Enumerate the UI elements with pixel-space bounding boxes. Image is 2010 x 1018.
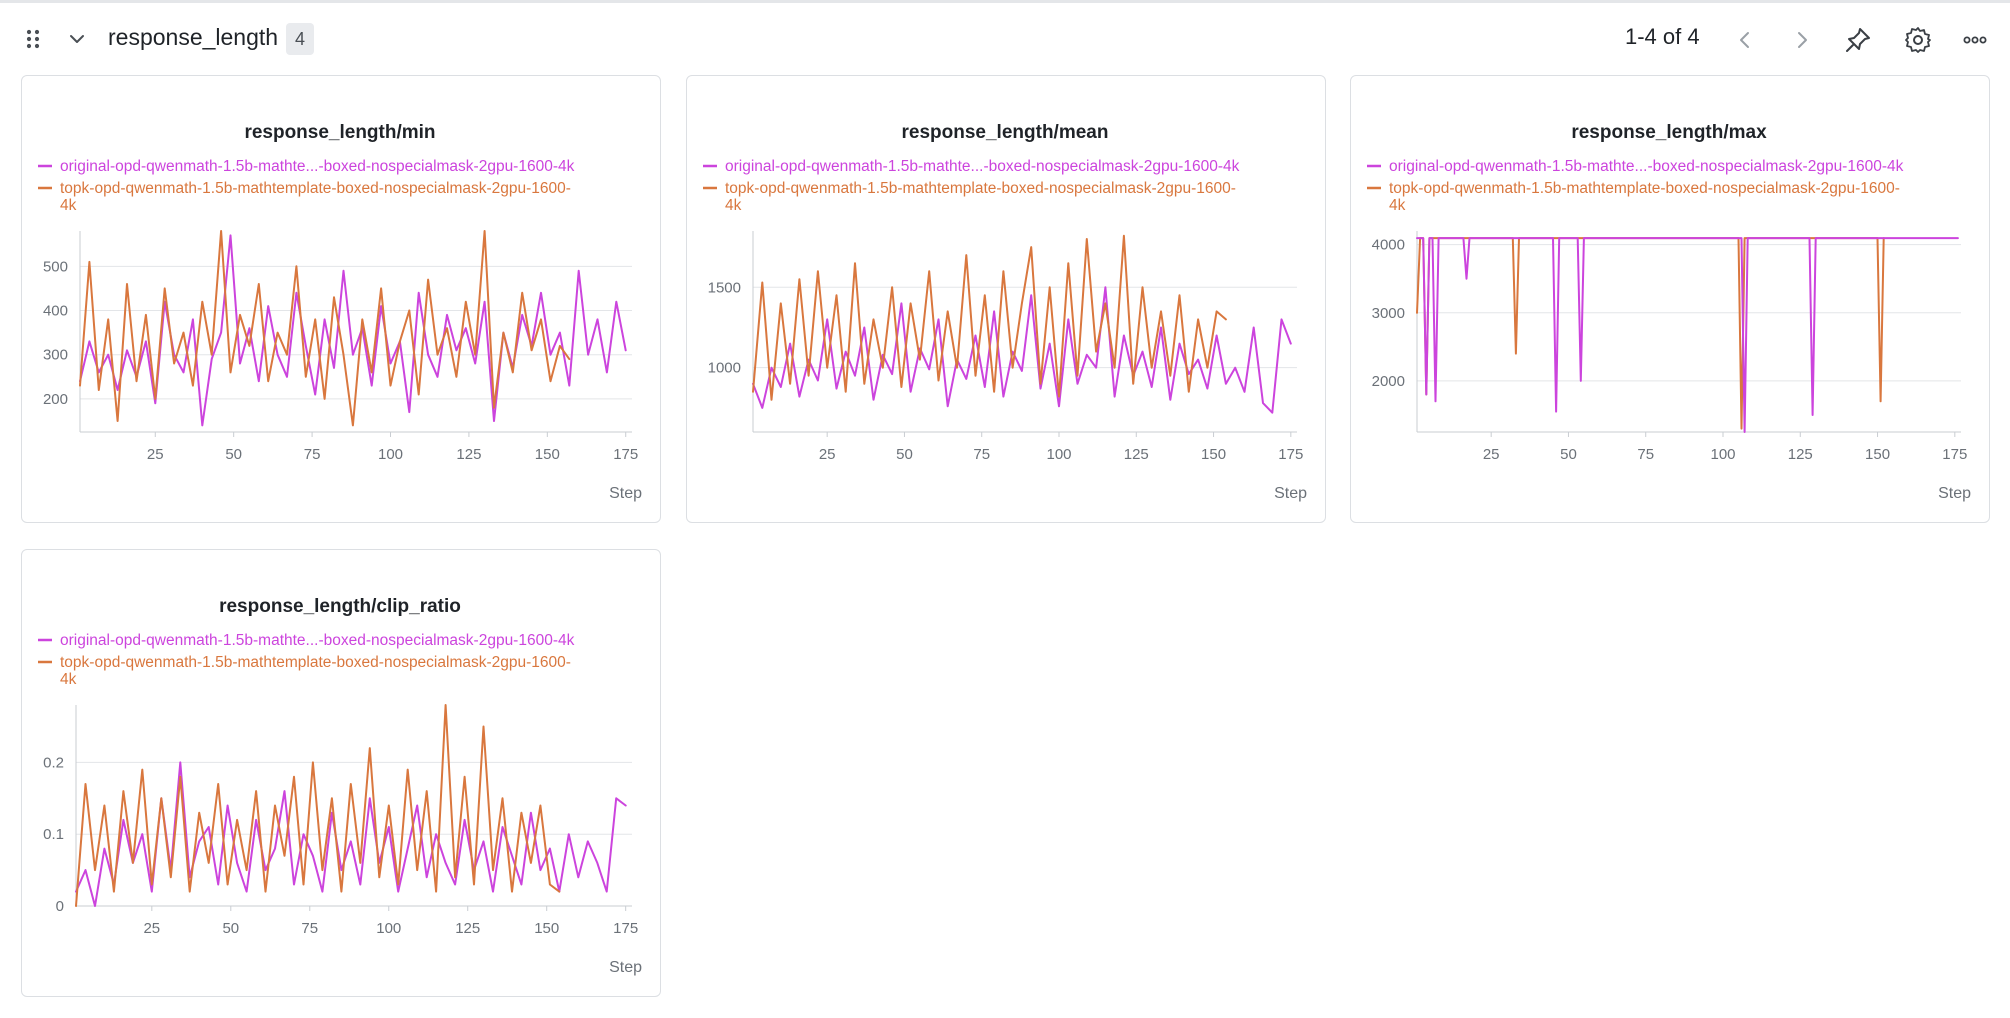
x-tick-label: 25 <box>147 446 164 463</box>
legend-label-topk[interactable]: topk-opd-qwenmath-1.5b-mathtemplate-boxe… <box>725 180 1236 197</box>
x-tick-label: 125 <box>1788 446 1813 463</box>
x-axis-label: Step <box>1274 485 1307 502</box>
pin-icon[interactable] <box>1843 25 1873 55</box>
legend-label-original[interactable]: original-opd-qwenmath-1.5b-mathte...-box… <box>1389 158 1904 175</box>
x-tick-label: 125 <box>456 446 481 463</box>
x-tick-label: 50 <box>1560 446 1577 463</box>
y-tick-label: 400 <box>43 303 68 320</box>
x-tick-label: 75 <box>304 446 321 463</box>
x-tick-label: 50 <box>222 920 239 937</box>
chart-title: response_length/clip_ratio <box>219 596 461 617</box>
x-tick-label: 150 <box>535 446 560 463</box>
x-tick-label: 175 <box>613 446 638 463</box>
drag-handle-icon[interactable] <box>20 26 46 52</box>
legend-label-topk-wrap: 4k <box>60 671 77 688</box>
x-tick-label: 150 <box>534 920 559 937</box>
top-divider <box>0 0 2010 3</box>
chart-mean-svg: response_length/mean original-opd-qwenmat… <box>703 122 1307 502</box>
chevron-left-icon[interactable] <box>1730 25 1760 55</box>
chart-panel-max[interactable]: response_length/max original-opd-qwenmath… <box>1350 75 1990 523</box>
x-axis-label: Step <box>609 485 642 502</box>
chart-max-svg: response_length/max original-opd-qwenmath… <box>1367 122 1971 502</box>
legend-label-topk-wrap: 4k <box>60 197 77 214</box>
x-tick-label: 75 <box>973 446 990 463</box>
y-tick-label: 0.2 <box>43 754 64 771</box>
legend-label-original[interactable]: original-opd-qwenmath-1.5b-mathte...-box… <box>725 158 1240 175</box>
x-tick-label: 175 <box>1942 446 1967 463</box>
chart-panel-clip-ratio[interactable]: response_length/clip_ratio original-opd-q… <box>21 549 661 997</box>
y-tick-label: 200 <box>43 391 68 408</box>
y-tick-label: 1500 <box>708 279 741 296</box>
y-tick-label: 0.1 <box>43 826 64 843</box>
chart-panel-min[interactable]: response_length/min original-opd-qwenmath… <box>21 75 661 523</box>
y-tick-label: 2000 <box>1372 373 1405 390</box>
x-tick-label: 25 <box>1483 446 1500 463</box>
legend-label-original[interactable]: original-opd-qwenmath-1.5b-mathte...-box… <box>60 158 575 175</box>
x-tick-label: 75 <box>301 920 318 937</box>
x-tick-label: 150 <box>1201 446 1226 463</box>
chart-panel-mean[interactable]: response_length/mean original-opd-qwenmat… <box>686 75 1326 523</box>
y-tick-label: 1000 <box>708 360 741 377</box>
x-tick-label: 100 <box>376 920 401 937</box>
x-tick-label: 150 <box>1865 446 1890 463</box>
y-tick-label: 0 <box>56 898 64 915</box>
series-line-topk[interactable] <box>752 234 1227 401</box>
x-tick-label: 25 <box>143 920 160 937</box>
legend-label-topk[interactable]: topk-opd-qwenmath-1.5b-mathtemplate-boxe… <box>60 180 571 197</box>
legend-label-original[interactable]: original-opd-qwenmath-1.5b-mathte...-box… <box>60 632 575 649</box>
x-axis-label: Step <box>609 959 642 976</box>
chevron-right-icon[interactable] <box>1787 25 1817 55</box>
x-tick-label: 175 <box>613 920 638 937</box>
gear-icon[interactable] <box>1903 25 1933 55</box>
chart-min-svg: response_length/min original-opd-qwenmath… <box>38 122 642 502</box>
chevron-down-icon[interactable] <box>64 26 90 52</box>
y-tick-label: 3000 <box>1372 305 1405 322</box>
x-tick-label: 50 <box>896 446 913 463</box>
pagination-label: 1-4 of 4 <box>1625 24 1700 49</box>
section-header: response_length 4 1-4 of 4 <box>0 14 2010 64</box>
chart-title: response_length/min <box>244 122 435 143</box>
section-title[interactable]: response_length <box>108 24 279 50</box>
series-line-topk[interactable] <box>79 230 571 427</box>
x-tick-label: 125 <box>455 920 480 937</box>
y-tick-label: 4000 <box>1372 237 1405 254</box>
x-tick-label: 125 <box>1124 446 1149 463</box>
legend-label-topk[interactable]: topk-opd-qwenmath-1.5b-mathtemplate-boxe… <box>60 654 571 671</box>
legend-label-topk-wrap: 4k <box>725 197 742 214</box>
legend-label-topk[interactable]: topk-opd-qwenmath-1.5b-mathtemplate-boxe… <box>1389 180 1900 197</box>
legend-label-topk-wrap: 4k <box>1389 197 1406 214</box>
x-tick-label: 100 <box>1046 446 1071 463</box>
x-tick-label: 100 <box>378 446 403 463</box>
y-tick-label: 500 <box>43 258 68 275</box>
x-tick-label: 175 <box>1278 446 1303 463</box>
more-horizontal-icon[interactable] <box>1960 25 1990 55</box>
chart-title: response_length/mean <box>902 122 1109 143</box>
x-axis-label: Step <box>1938 485 1971 502</box>
series-line-topk[interactable] <box>75 704 561 907</box>
chart-clip-ratio-svg: response_length/clip_ratio original-opd-q… <box>38 596 642 976</box>
chart-title: response_length/max <box>1571 122 1767 143</box>
panel-count-badge: 4 <box>286 23 314 55</box>
x-tick-label: 50 <box>225 446 242 463</box>
series-line-original[interactable] <box>1416 237 1959 433</box>
x-tick-label: 75 <box>1637 446 1654 463</box>
x-tick-label: 100 <box>1710 446 1735 463</box>
x-tick-label: 25 <box>819 446 836 463</box>
y-tick-label: 300 <box>43 347 68 364</box>
